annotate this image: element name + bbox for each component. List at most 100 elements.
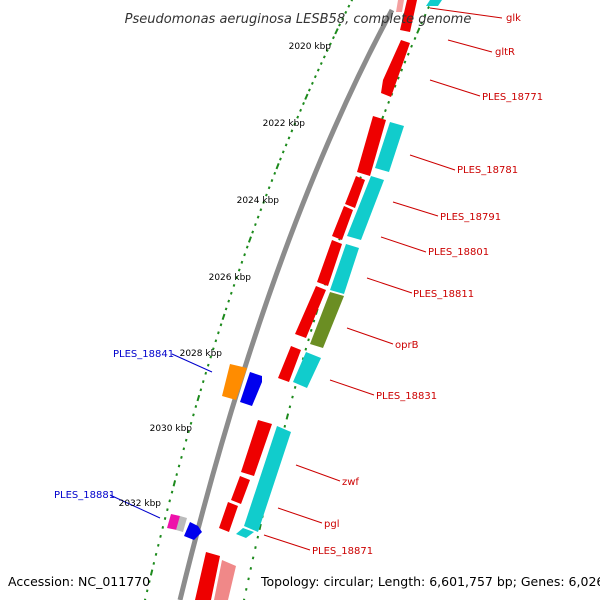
tick-minor: [393, 84, 397, 88]
tick-minor: [211, 347, 215, 351]
tick-major: [304, 93, 309, 100]
tick-minor: [350, 0, 354, 2]
tick-minor: [242, 598, 246, 600]
tick-minor: [148, 580, 151, 584]
gene-PLES-18781[interactable]: [357, 116, 386, 176]
gene-label[interactable]: gltR: [495, 47, 515, 58]
gene-forward-5[interactable]: [295, 286, 326, 338]
accession-text: Accession: NC_011770: [8, 574, 150, 589]
gene-label[interactable]: PLES_18831: [376, 391, 437, 402]
gene-reverse-1[interactable]: [426, 0, 442, 6]
tick-minor: [299, 108, 303, 112]
gene-label[interactable]: PLES_18781: [457, 165, 518, 176]
gene-grey-1[interactable]: [176, 516, 187, 532]
gene-gltR[interactable]: [381, 40, 410, 97]
tick-minor: [400, 68, 404, 72]
gene-label[interactable]: PLES_18801: [428, 247, 489, 258]
tick-minor: [307, 338, 310, 342]
tick-major: [196, 394, 201, 402]
tick-minor: [192, 413, 195, 417]
gene-forward-6[interactable]: [231, 476, 250, 504]
tick-minor: [273, 171, 277, 175]
tick-minor: [154, 552, 158, 556]
gene-forward-2[interactable]: [345, 176, 365, 208]
tick-minor: [232, 283, 236, 287]
kbp-label: 2030 kbp: [150, 424, 193, 434]
gene-reverse-2[interactable]: [293, 352, 321, 388]
tick-major: [334, 28, 339, 35]
gene-label[interactable]: oprB: [395, 340, 419, 351]
tick-minor: [290, 129, 294, 133]
gene-pgl[interactable]: [219, 502, 238, 532]
tick-minor: [312, 319, 316, 323]
gene-label[interactable]: PLES_18841: [113, 349, 174, 360]
tick-minor: [387, 100, 391, 104]
tick-minor: [145, 589, 149, 593]
gene-forward-7[interactable]: [195, 552, 220, 600]
gene-reverse-3[interactable]: [236, 528, 254, 538]
tick-minor: [254, 546, 257, 549]
gene-label[interactable]: PLES_18771: [482, 92, 543, 103]
gene-label[interactable]: glk: [506, 13, 521, 24]
gene-PLES-18841[interactable]: [222, 364, 247, 400]
kbp-labels: 2020 kbp 2022 kbp 2024 kbp 2026 kbp 2028…: [119, 42, 332, 509]
tick-minor: [204, 371, 208, 375]
tick-major: [172, 480, 177, 487]
gene-label[interactable]: PLES_18881: [54, 490, 115, 501]
tick-minor: [316, 68, 320, 72]
gene-PLES-18881[interactable]: [167, 514, 180, 530]
tick-minor: [396, 76, 400, 80]
kbp-label: 2024 kbp: [237, 196, 280, 206]
tick-minor: [254, 223, 257, 227]
gene-label[interactable]: pgl: [324, 519, 339, 530]
gene-forward-3[interactable]: [332, 206, 353, 240]
tick-minor: [177, 464, 181, 468]
gene-PLES-18871[interactable]: [244, 426, 291, 532]
gene-label[interactable]: PLES_18791: [440, 212, 501, 223]
tick-minor: [341, 17, 345, 21]
tick-minor: [240, 260, 244, 264]
gene-PLES-18831[interactable]: [278, 346, 301, 382]
tick-minor: [175, 473, 178, 477]
tick-minor: [284, 143, 288, 147]
inner-label-lines: [109, 353, 213, 519]
tick-minor: [245, 587, 248, 591]
gene-PLES-18801[interactable]: [347, 176, 384, 240]
tick-minor: [209, 355, 213, 359]
gene-blue-2[interactable]: [184, 522, 202, 540]
tick-minor: [229, 291, 233, 295]
tick-minor: [270, 179, 274, 183]
gene-PLES-18811[interactable]: [330, 244, 359, 294]
tick-minor: [410, 44, 414, 48]
genome-title: Pseudomonas aeruginosa LESB58, complete …: [125, 12, 472, 27]
tick-minor: [288, 405, 292, 409]
gene-forward-1[interactable]: [400, 0, 417, 32]
gene-forward-4[interactable]: [317, 240, 342, 286]
gene-glk[interactable]: [396, 0, 404, 12]
gene-zwf[interactable]: [241, 420, 272, 476]
gene-blue-1[interactable]: [240, 372, 262, 406]
genome-backbone: [177, 8, 395, 600]
gene-PLES-18791[interactable]: [375, 122, 404, 172]
tick-minor: [157, 543, 160, 547]
tick-minor: [170, 490, 174, 494]
gene-label[interactable]: PLES_18871: [312, 546, 373, 557]
tick-minor: [283, 424, 287, 428]
tick-minor: [293, 122, 297, 126]
gene-label[interactable]: PLES_18811: [413, 289, 474, 300]
tick-minor: [287, 136, 291, 140]
tick-minor: [267, 186, 271, 190]
tick-minor: [245, 245, 249, 249]
tick-minor: [224, 307, 228, 311]
tick-minor: [152, 561, 156, 565]
tick-minor: [384, 109, 387, 113]
tick-minor: [325, 48, 329, 53]
tick-minor: [237, 268, 241, 272]
gene-oprB[interactable]: [310, 292, 344, 348]
tick-minor: [194, 405, 198, 408]
gene-forward-8[interactable]: [214, 560, 236, 600]
gene-label[interactable]: zwf: [342, 477, 359, 488]
kbp-label: 2028 kbp: [180, 349, 223, 359]
tick-minor: [304, 347, 308, 351]
